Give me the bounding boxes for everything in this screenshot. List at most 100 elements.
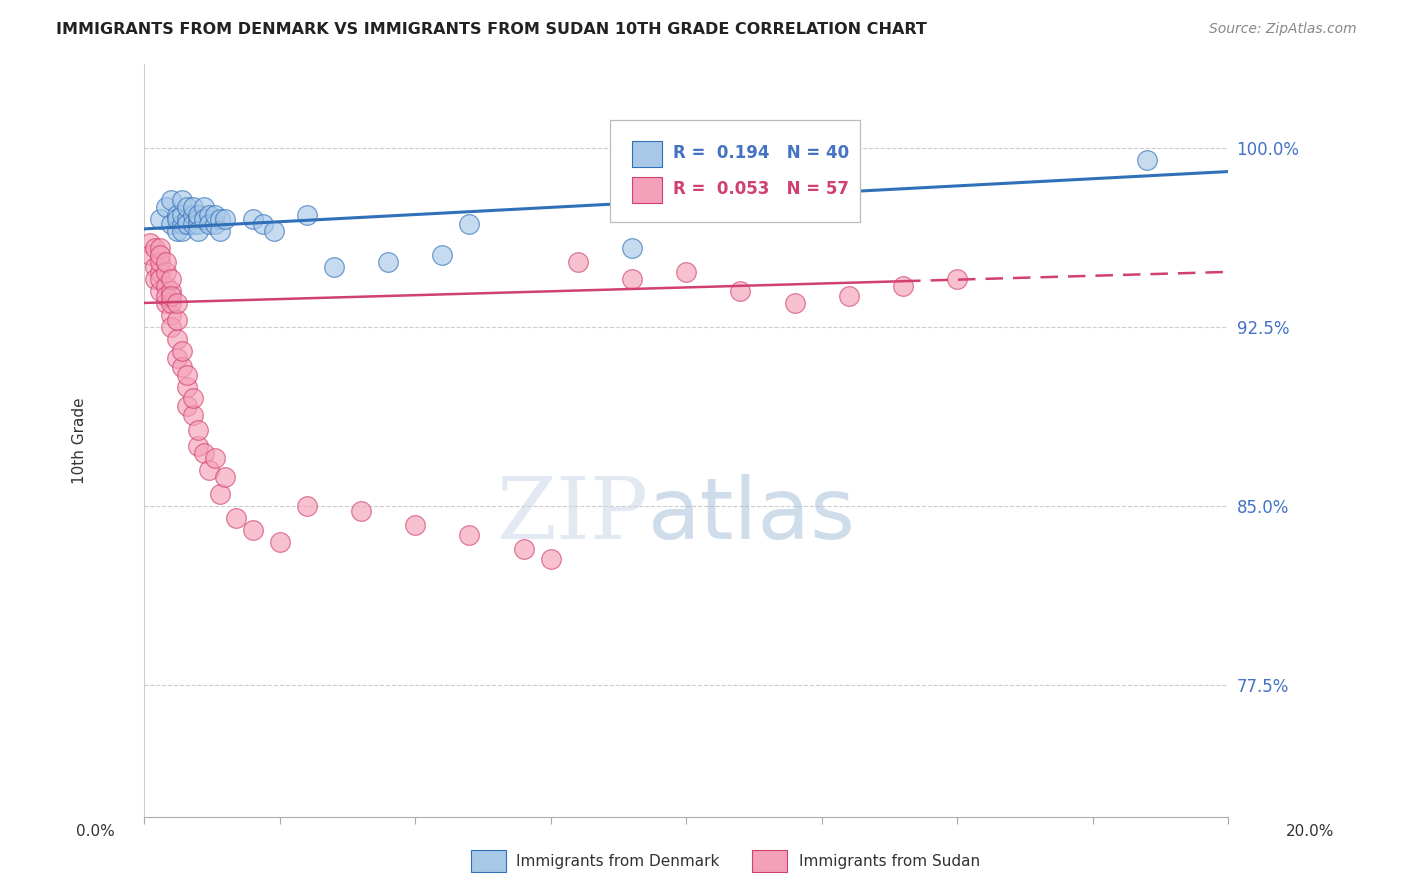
Point xyxy=(198,217,221,231)
FancyBboxPatch shape xyxy=(631,141,662,167)
FancyBboxPatch shape xyxy=(610,120,859,222)
Text: atlas: atlas xyxy=(648,474,856,557)
Point xyxy=(193,200,215,214)
Text: ZIP: ZIP xyxy=(496,474,648,558)
Point xyxy=(149,265,172,279)
Point xyxy=(170,360,193,375)
Point xyxy=(263,224,285,238)
Point xyxy=(295,208,318,222)
Point xyxy=(160,193,183,207)
Point xyxy=(675,265,697,279)
Point xyxy=(149,255,172,269)
Point xyxy=(730,284,752,298)
Point xyxy=(214,212,236,227)
Point xyxy=(187,439,209,453)
Point xyxy=(170,217,193,231)
Point xyxy=(946,272,969,286)
Point xyxy=(160,319,183,334)
Point xyxy=(187,208,209,222)
Point xyxy=(176,368,198,382)
Point xyxy=(252,217,274,231)
Point xyxy=(204,208,226,222)
Point xyxy=(166,212,188,227)
Point xyxy=(160,284,183,298)
Point xyxy=(242,523,264,537)
Point xyxy=(404,518,426,533)
Point xyxy=(155,296,177,310)
Point xyxy=(181,392,204,406)
Point xyxy=(187,212,209,227)
Point xyxy=(155,279,177,293)
Text: IMMIGRANTS FROM DENMARK VS IMMIGRANTS FROM SUDAN 10TH GRADE CORRELATION CHART: IMMIGRANTS FROM DENMARK VS IMMIGRANTS FR… xyxy=(56,22,927,37)
Point xyxy=(149,212,172,227)
Point xyxy=(138,248,160,262)
Point xyxy=(143,272,166,286)
Point xyxy=(208,487,231,501)
Point xyxy=(155,289,177,303)
Point xyxy=(160,308,183,322)
Point xyxy=(1136,153,1159,167)
Point xyxy=(838,289,860,303)
Point xyxy=(322,260,344,274)
Point xyxy=(187,217,209,231)
Point xyxy=(170,343,193,358)
Point xyxy=(160,217,183,231)
Point xyxy=(149,248,172,262)
Point xyxy=(181,408,204,422)
Point xyxy=(155,200,177,214)
Point xyxy=(176,399,198,413)
Point xyxy=(181,208,204,222)
Point xyxy=(891,279,914,293)
Point xyxy=(208,224,231,238)
Point xyxy=(620,272,643,286)
Point xyxy=(143,241,166,255)
Point xyxy=(143,260,166,274)
Point xyxy=(204,451,226,466)
Point xyxy=(242,212,264,227)
Point xyxy=(160,272,183,286)
Text: 0.0%: 0.0% xyxy=(76,824,115,838)
Text: Immigrants from Denmark: Immigrants from Denmark xyxy=(516,855,720,869)
Point xyxy=(155,265,177,279)
Point xyxy=(176,200,198,214)
Point xyxy=(176,212,198,227)
Point xyxy=(170,224,193,238)
Point xyxy=(567,255,589,269)
Point xyxy=(187,224,209,238)
Text: R =  0.053   N = 57: R = 0.053 N = 57 xyxy=(673,180,849,198)
FancyBboxPatch shape xyxy=(631,177,662,203)
Text: R =  0.194   N = 40: R = 0.194 N = 40 xyxy=(673,144,849,161)
Point xyxy=(198,463,221,477)
Point xyxy=(269,534,291,549)
Point xyxy=(193,446,215,460)
Point xyxy=(138,236,160,251)
Point xyxy=(166,296,188,310)
Text: Source: ZipAtlas.com: Source: ZipAtlas.com xyxy=(1209,22,1357,37)
Point xyxy=(176,217,198,231)
Point xyxy=(187,423,209,437)
Point xyxy=(198,208,221,222)
Point xyxy=(170,208,193,222)
Point xyxy=(208,212,231,227)
Point xyxy=(783,296,806,310)
Point xyxy=(170,193,193,207)
Text: 10th Grade: 10th Grade xyxy=(72,397,87,483)
Point xyxy=(620,241,643,255)
Point xyxy=(149,284,172,298)
Text: 20.0%: 20.0% xyxy=(1286,824,1334,838)
Point xyxy=(540,551,562,566)
Point xyxy=(214,470,236,484)
Point xyxy=(181,200,204,214)
Text: Immigrants from Sudan: Immigrants from Sudan xyxy=(799,855,980,869)
Point xyxy=(166,224,188,238)
Point xyxy=(432,248,454,262)
Point xyxy=(166,332,188,346)
Point xyxy=(225,511,247,525)
Point xyxy=(295,499,318,513)
Point xyxy=(458,217,481,231)
Point xyxy=(160,296,183,310)
Point xyxy=(181,217,204,231)
Point xyxy=(193,212,215,227)
Point xyxy=(160,289,183,303)
Point xyxy=(155,255,177,269)
